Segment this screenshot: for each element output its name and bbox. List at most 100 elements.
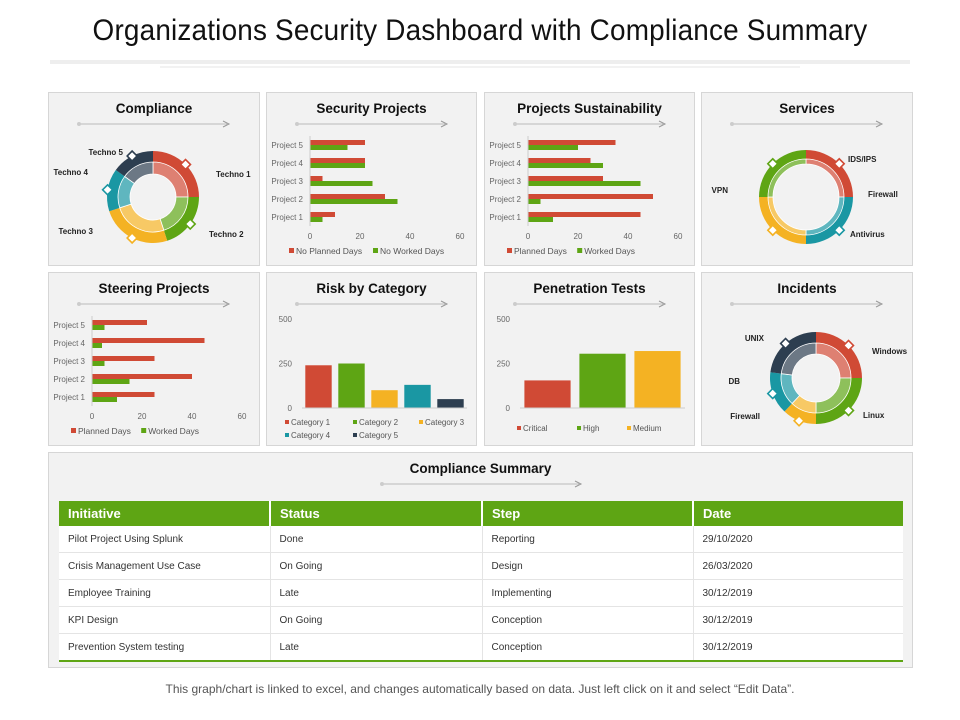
bar [92, 356, 155, 361]
legend-label: Category 3 [425, 418, 465, 427]
tick-label: 60 [238, 412, 247, 421]
legend-label: Planned Days [78, 426, 131, 436]
tick-label: 0 [90, 412, 95, 421]
slice-marker-icon [779, 337, 792, 350]
panel-title: Steering Projects [98, 281, 210, 296]
bar [310, 194, 385, 199]
slice-label: Techno 5 [88, 148, 123, 157]
security-projects-panel[interactable]: Security Projects Project 1 Project 2 Proj… [266, 92, 477, 266]
legend-swatch [141, 428, 147, 433]
penetration-tests-column-chart: 0 250 500 Critical High Medium [497, 315, 685, 433]
tick-label: 60 [456, 232, 465, 241]
legend-swatch [285, 433, 289, 437]
donut-inner-slice [767, 158, 807, 198]
tick-label: 500 [497, 315, 511, 324]
status-cell: Late [270, 633, 483, 662]
slice-label: Techno 3 [58, 227, 93, 236]
projects-sustainability-bar-chart: Project 1 Project 2 Project 3 Project 4 Proj… [489, 136, 683, 256]
panel-title: Services [779, 101, 835, 116]
legend-swatch [419, 420, 423, 424]
legend-swatch [577, 248, 583, 253]
bar [528, 217, 553, 222]
column-header-status[interactable]: Status [270, 501, 483, 526]
legend-label: Category 4 [291, 431, 331, 440]
donut-outer-slice [816, 378, 862, 424]
bar [92, 320, 147, 325]
category-label: Project 5 [53, 321, 85, 330]
risk-by-category-panel[interactable]: Risk by Category 0 250 500 Category 1 Catego… [266, 272, 477, 446]
slice-label: DB [728, 377, 740, 386]
legend-label: Planned Days [514, 246, 567, 256]
slice-marker-icon [842, 339, 855, 352]
legend-label: Medium [633, 424, 662, 433]
steering-projects-panel[interactable]: Steering Projects Project 1 Project 2 Proj… [48, 272, 260, 446]
initiative-cell: Prevention System testing [59, 633, 271, 662]
donut-outer-slice [759, 150, 806, 197]
bar [404, 384, 431, 408]
legend-swatch [289, 248, 294, 253]
donut-outer-slice [784, 403, 816, 424]
bar [528, 145, 578, 150]
slice-marker-icon [101, 183, 114, 196]
bar [92, 361, 105, 366]
risk-by-category-column-chart: 0 250 500 Category 1 Category 2 Category 3 Cat… [279, 315, 467, 440]
legend-label: Category 2 [359, 418, 399, 427]
date-cell: 26/03/2020 [693, 552, 903, 580]
tick-label: 250 [279, 360, 293, 369]
tick-label: 0 [526, 232, 531, 241]
bar [528, 140, 616, 145]
slice-label: Firewall [730, 412, 760, 421]
slice-label: IDS/IPS [848, 155, 877, 164]
page-title: Organizations Security Dashboard with Co… [92, 14, 868, 47]
panel-title: Compliance [115, 101, 193, 116]
bar [92, 338, 205, 343]
slice-label: Firewall [868, 190, 898, 199]
column-header-initiative[interactable]: Initiative [59, 501, 271, 526]
steering-projects-bar-chart: Project 1 Project 2 Project 3 Project 4 Proj… [53, 316, 247, 436]
legend-label: Worked Days [148, 426, 199, 436]
legend-swatch [517, 426, 521, 430]
services-panel[interactable]: Services IDS/IPS Firewall Antivirus VPN [701, 92, 913, 266]
bar [310, 212, 335, 217]
tick-label: 20 [356, 232, 365, 241]
compliance-panel[interactable]: Compliance Techno 1 Techno 2 Techno 3 Techn… [48, 92, 260, 266]
legend-swatch [577, 426, 581, 430]
tick-label: 40 [406, 232, 415, 241]
slice-marker-icon [792, 414, 806, 427]
legend-label: Category 5 [359, 431, 399, 440]
bar [528, 194, 653, 199]
initiative-cell: Crisis Management Use Case [59, 552, 271, 580]
donut-outer-slice [806, 150, 853, 197]
bar [579, 353, 626, 408]
table-row[interactable]: Prevention System testing Late Conceptio… [59, 633, 903, 662]
legend-label: Worked Days [584, 246, 635, 256]
table-row[interactable]: Employee Training Late Implementing 30/1… [59, 579, 903, 607]
projects-sustainability-panel[interactable]: Projects Sustainability Project 1 Project… [484, 92, 695, 266]
date-cell: 30/12/2019 [693, 606, 903, 634]
panel-title: Security Projects [316, 101, 427, 116]
bar [305, 365, 332, 408]
legend-label: Critical [523, 424, 548, 433]
bar [310, 217, 323, 222]
bar [92, 392, 155, 397]
column-header-step[interactable]: Step [482, 501, 694, 526]
donut-inner-slice [124, 161, 154, 185]
bar [92, 325, 105, 330]
category-label: Project 3 [271, 177, 303, 186]
table-row[interactable]: Crisis Management Use Case On Going Desi… [59, 552, 903, 580]
slice-marker-icon [766, 157, 779, 170]
category-label: Project 2 [489, 195, 521, 204]
compliance-summary-table: Initiative Status Step Date Pilot Projec… [59, 501, 903, 662]
legend-swatch [71, 428, 76, 433]
tick-label: 0 [288, 404, 293, 413]
donut-outer-slice [770, 332, 816, 374]
slice-label: Windows [872, 347, 908, 356]
column-header-date[interactable]: Date [693, 501, 903, 526]
bar [437, 399, 464, 408]
incidents-panel[interactable]: Incidents Windows Linux Firewall DB UNIX [701, 272, 913, 446]
table-row[interactable]: Pilot Project Using Splunk Done Reportin… [59, 526, 903, 553]
table-row[interactable]: KPI Design On Going Conception 30/12/201… [59, 606, 903, 634]
bar [528, 158, 591, 163]
penetration-tests-panel[interactable]: Penetration Tests 0 250 500 Critical High Med… [484, 272, 695, 446]
status-cell: Late [270, 579, 483, 607]
